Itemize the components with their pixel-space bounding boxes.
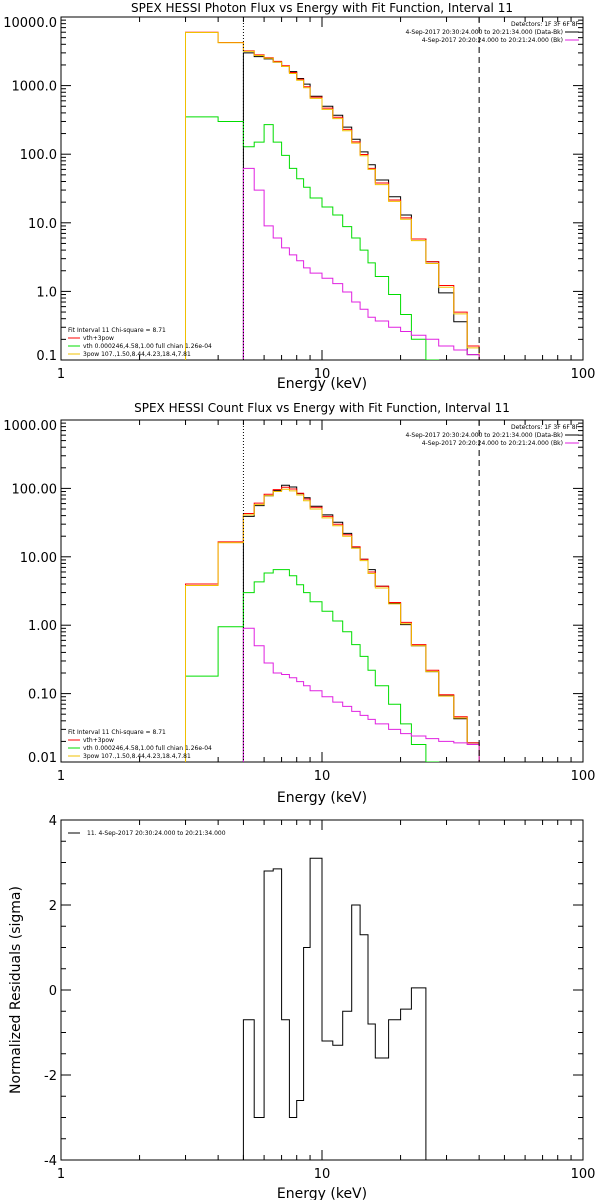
fit-legend-entry: vth+3pow — [83, 335, 114, 342]
y-axis-label: Normalized Residuals (sigma) — [8, 886, 24, 1094]
series-fit-0 — [242, 857, 427, 1160]
legend-entry: 4-Sep-2017 20:30:24.000 to 20:21:34.000 … — [405, 29, 563, 36]
x-axis-label: Energy (keV) — [277, 790, 367, 806]
y-tick-label: -4 — [44, 1154, 57, 1169]
y-tick-label: 0.10 — [28, 688, 57, 703]
x-tick-label: 100 — [571, 367, 596, 382]
x-axis-label: Energy (keV) — [277, 376, 367, 392]
chart-panel-3: 1 10 100 Energy (keV) -4 -2 0 2 4 Normalized Resi… — [8, 814, 596, 1202]
plot-data — [185, 484, 480, 762]
chart-title: SPEX HESSI Photon Flux vs Energy with Fi… — [131, 1, 513, 15]
legend-entry: 4-Sep-2017 20:20:24.000 to 20:21:24.000 … — [422, 37, 563, 44]
y-tick-label: -2 — [44, 1069, 57, 1084]
fit-legend-entry: 3pow 107.,1.50,8.44,4.23,18.4,7.81 — [83, 753, 191, 760]
fit-legend-entry: vth 0.000246,4.58,1.00 full chian 1.26e-… — [83, 745, 212, 752]
series-line — [242, 484, 480, 762]
plot-data — [242, 857, 427, 1160]
series-line — [185, 31, 480, 360]
x-tick-label: 1 — [57, 769, 65, 784]
chart-panel-2: SPEX HESSI Count Flux vs Energy with Fit… — [3, 401, 595, 806]
series-data-bk-0 — [242, 52, 480, 360]
y-tick-label: 1.00 — [28, 619, 57, 634]
series-line — [242, 857, 427, 1160]
series-fit-3 — [185, 488, 480, 762]
x-axis: 1 10 100 Energy (keV) — [57, 820, 596, 1202]
x-axis: 1 10 100 Energy (keV) — [57, 420, 596, 806]
fit-legend-entry: 3pow 107.,1.50,8.44,4.23,18.4,7.81 — [83, 351, 191, 358]
y-tick-label: 4 — [49, 814, 57, 829]
series-line — [242, 52, 480, 360]
x-tick-label: 100 — [571, 1167, 596, 1182]
y-axis: -4 -2 0 2 4 Normalized Residuals (sigma) — [8, 814, 583, 1169]
series-fit-3 — [185, 32, 480, 360]
detector-info: Detectors: 1F 3F 6F 8F — [511, 21, 580, 28]
y-tick-label: 10000.0 — [3, 16, 57, 31]
y-axis: 0.01 0.10 1.00 10.00 100.00 1000.00 — [3, 419, 583, 766]
series-line — [185, 569, 440, 762]
y-axis: 0.1 1.0 10.0 100.0 1000.0 10000.0 — [3, 16, 583, 364]
fit-legend-entry: vth+3pow — [83, 737, 114, 744]
legend-entry: 4-Sep-2017 20:20:24.000 to 20:21:24.000 … — [422, 440, 563, 447]
x-axis-label: Energy (keV) — [277, 1186, 367, 1200]
plot-frame — [60, 419, 584, 763]
x-tick-label: 10 — [314, 1167, 331, 1182]
chart-title: SPEX HESSI Count Flux vs Energy with Fit… — [134, 401, 510, 415]
series-data-bk-0 — [242, 484, 480, 762]
series-fit-2 — [185, 116, 440, 360]
series-fit-2 — [185, 569, 440, 762]
y-tick-label: 10.0 — [28, 217, 57, 232]
y-tick-label: 0.1 — [36, 349, 57, 364]
x-tick-label: 10 — [314, 769, 331, 784]
fit-legend-title: Fit Interval 11 Chi-square = 8.71 — [68, 327, 166, 334]
y-tick-label: 0.01 — [28, 751, 57, 766]
y-tick-label: 100.0 — [20, 148, 57, 163]
x-tick-label: 100 — [571, 769, 596, 784]
plot-frame — [60, 16, 584, 361]
series-line — [185, 488, 480, 762]
y-tick-label: 100.00 — [12, 482, 58, 497]
legend-entry: 4-Sep-2017 20:30:24.000 to 20:21:34.000 … — [405, 432, 563, 439]
series-bk-4 — [242, 167, 480, 360]
series-line — [242, 627, 480, 762]
series-fit-1 — [185, 31, 480, 360]
fit-legend-title: Fit Interval 11 Chi-square = 8.71 — [68, 729, 166, 736]
series-line — [185, 32, 480, 360]
x-tick-label: 1 — [57, 1167, 65, 1182]
chart-panel-1: SPEX HESSI Photon Flux vs Energy with Fi… — [3, 1, 595, 392]
x-tick-label: 1 — [57, 367, 65, 382]
fit-legend-entry: vth 0.000246,4.58,1.00 full chian 1.26e-… — [83, 343, 212, 350]
legend-entry: 11. 4-Sep-2017 20:30:24.000 to 20:21:34.… — [87, 830, 226, 837]
y-tick-label: 2 — [49, 899, 57, 914]
series-bk-4 — [242, 627, 480, 762]
x-tick-label: 10 — [314, 367, 331, 382]
plot-data — [185, 31, 480, 360]
x-axis: 1 10 100 Energy (keV) — [57, 17, 596, 392]
y-tick-label: 1000.00 — [3, 419, 57, 434]
detector-info: Detectors: 1F 3F 6F 8F — [511, 424, 580, 431]
y-tick-label: 1000.0 — [12, 80, 58, 95]
series-line — [185, 116, 440, 360]
series-line — [242, 167, 480, 360]
y-tick-label: 1.0 — [36, 285, 57, 300]
y-tick-label: 10.00 — [20, 551, 57, 566]
y-tick-label: 0 — [49, 984, 57, 999]
